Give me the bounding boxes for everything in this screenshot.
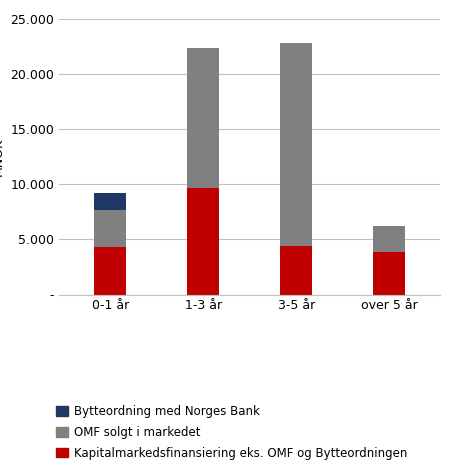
Y-axis label: MNOK: MNOK <box>0 138 5 176</box>
Bar <box>94 193 127 209</box>
Bar <box>187 188 219 294</box>
Legend: Bytteordning med Norges Bank, OMF solgt i markedet, Kapitalmarkedsfinansiering e: Bytteordning med Norges Bank, OMF solgt … <box>51 400 412 465</box>
Bar <box>373 226 405 252</box>
Bar <box>94 209 127 247</box>
Bar <box>280 43 312 246</box>
Bar <box>373 252 405 294</box>
Bar <box>94 247 127 294</box>
Bar <box>187 48 219 188</box>
Bar <box>280 246 312 294</box>
